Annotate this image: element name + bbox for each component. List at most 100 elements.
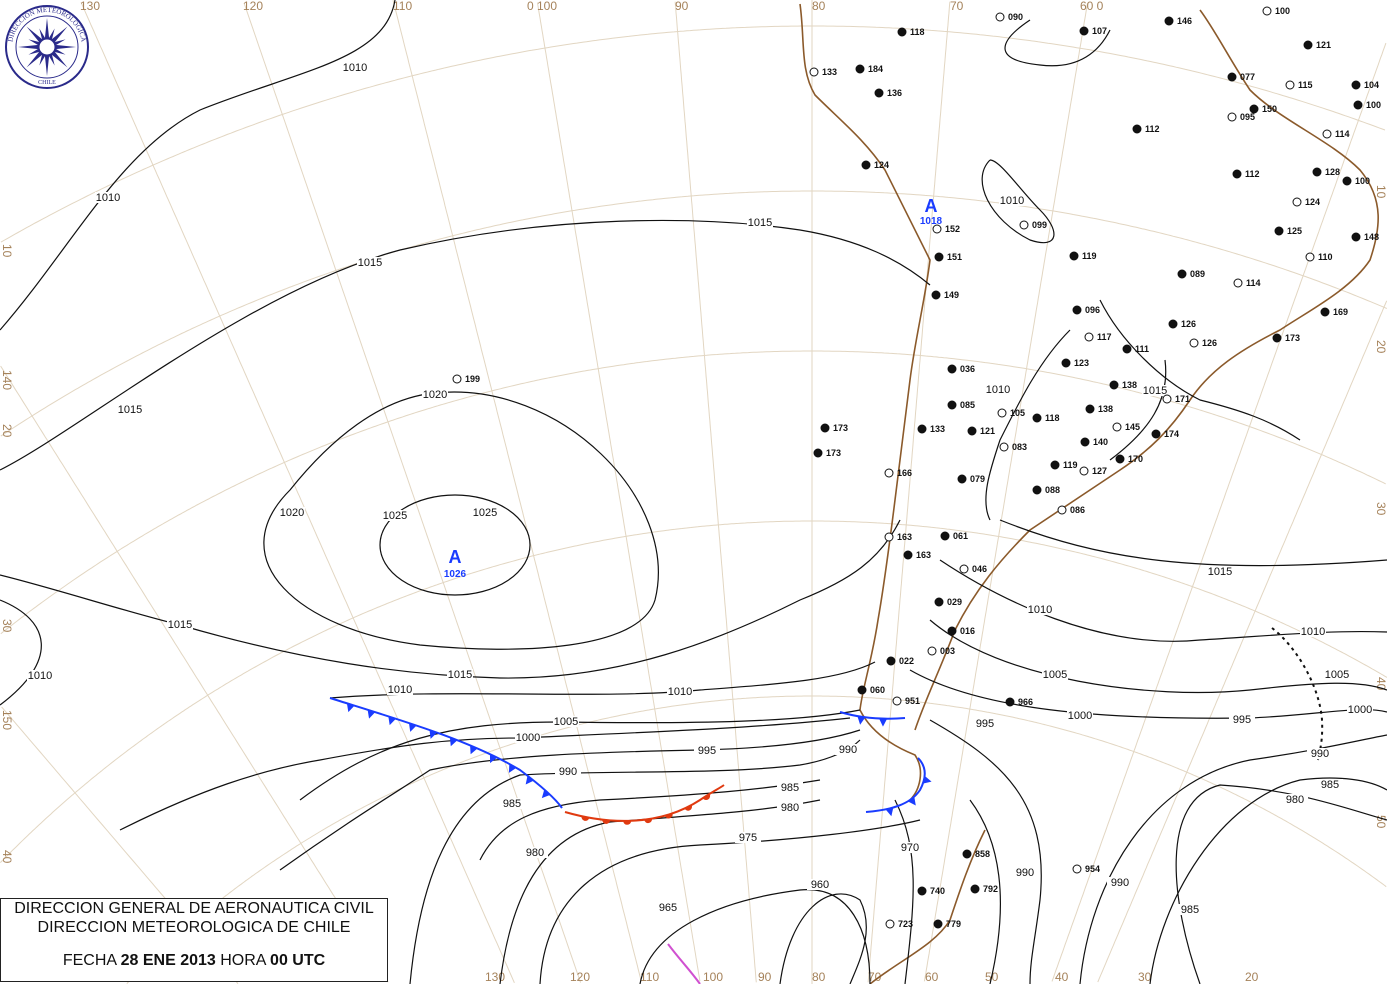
- isobar-label: 985: [1181, 904, 1199, 916]
- isobar-label-bg: [279, 507, 305, 518]
- station-plot: 119: [1069, 251, 1097, 261]
- station-plot: 173: [820, 423, 848, 433]
- station-plot: 090: [995, 12, 1023, 22]
- station-plot: 151: [934, 252, 962, 262]
- station-plot: 138: [1109, 380, 1137, 390]
- station-plot: 104: [1351, 80, 1379, 90]
- cold-front-triangle-icon: [388, 716, 396, 726]
- station-plot: 060: [857, 685, 885, 695]
- station-cloud-cover-icon: [917, 886, 927, 896]
- station-cloud-cover-icon: [947, 400, 957, 410]
- isobar-label: 1010: [388, 684, 412, 696]
- occluded-front: [667, 943, 701, 984]
- station-pressure: 858: [975, 849, 990, 859]
- station-pressure: 096: [1085, 305, 1100, 315]
- isobar-label: 1005: [1325, 669, 1349, 681]
- isobar: [1149, 777, 1387, 984]
- isobar-label: 1005: [1043, 669, 1067, 681]
- isobar-label-bg: [694, 745, 720, 756]
- cold-front-triangle-icon: [346, 703, 355, 713]
- station-pressure: 088: [1045, 485, 1060, 495]
- meridian-line: [243, 2, 582, 983]
- station-cloud-cover-icon: [1164, 16, 1174, 26]
- station-pressure: 016: [960, 626, 975, 636]
- isobar-label-bg: [447, 669, 473, 680]
- isobar: [1079, 734, 1387, 984]
- warm-front-semicircle-icon: [602, 819, 611, 824]
- high-center-value: 1026: [444, 569, 467, 580]
- station-plot: 792: [970, 884, 998, 894]
- grid-label-right: 30: [1374, 502, 1387, 516]
- station-plot: 184: [855, 64, 883, 74]
- grid-label-top: 120: [243, 0, 263, 13]
- station-pressure: 111: [1135, 344, 1149, 354]
- station-cloud-cover-icon: [861, 160, 871, 170]
- isobar-label-bg: [1282, 794, 1308, 805]
- isobar-label: 965: [659, 902, 677, 914]
- station-cloud-cover-icon: [1151, 429, 1161, 439]
- station-plot: 096: [1072, 305, 1100, 315]
- isobar: [1175, 784, 1387, 984]
- station-cloud-cover-icon: [1069, 251, 1079, 261]
- isobar: [0, 219, 931, 471]
- isobar-label-bg: [1229, 714, 1255, 725]
- isobar-label: 980: [1286, 794, 1304, 806]
- station-cloud-cover-icon: [1233, 278, 1243, 288]
- cold-front-triangle-icon: [857, 716, 866, 725]
- station-plot: 003: [927, 646, 955, 656]
- fronts: [329, 627, 1324, 984]
- grid-label-bottom: 20: [1245, 970, 1259, 984]
- high-center-value: 1018: [920, 216, 943, 227]
- isobar-label-bg: [777, 802, 803, 813]
- station-plot: 112: [1232, 169, 1260, 179]
- grid-label-left: 10: [0, 244, 14, 258]
- isobar-label-bg: [897, 842, 923, 853]
- station-plot: 174: [1151, 429, 1179, 439]
- warm-front-semicircle-icon: [702, 793, 711, 801]
- station-pressure: 126: [1181, 319, 1196, 329]
- station-pressure: 170: [1128, 454, 1143, 464]
- isobar-label: 1025: [383, 510, 407, 522]
- isobar: [499, 799, 821, 984]
- station-cloud-cover-icon: [903, 550, 913, 560]
- cold-front-triangle-icon: [525, 775, 534, 785]
- station-pressure: 100: [1366, 100, 1381, 110]
- station-pressure: 089: [1190, 269, 1205, 279]
- station-cloud-cover-icon: [1109, 380, 1119, 390]
- grid-label-bottom: 120: [570, 970, 590, 984]
- station-pressure: 118: [1045, 413, 1060, 423]
- isobar-label-bg: [999, 195, 1025, 206]
- station-plot: 036: [947, 364, 975, 374]
- isobar: [929, 619, 1387, 694]
- isobar-label: 1015: [448, 669, 472, 681]
- station-plot: 145: [1112, 422, 1140, 432]
- isobar: [981, 159, 1055, 244]
- cold-front-triangle-icon: [470, 745, 478, 755]
- station-plot: 077: [1227, 72, 1255, 82]
- station-cloud-cover-icon: [997, 408, 1007, 418]
- isobar-label: 995: [698, 745, 716, 757]
- cold-front-triangle-icon: [489, 754, 498, 764]
- grid-label-top: 80: [812, 0, 826, 13]
- isobar-label-bg: [667, 686, 693, 697]
- station-plot: 085: [947, 400, 975, 410]
- isobar-label: 995: [976, 718, 994, 730]
- station-plot: 124: [1292, 197, 1320, 207]
- isobar: [1099, 299, 1301, 441]
- isobar-label: 1010: [28, 670, 52, 682]
- station-cloud-cover-icon: [1005, 697, 1015, 707]
- isobar-label-bg: [747, 217, 773, 228]
- isobar-label-bg: [807, 879, 833, 890]
- station-cloud-cover-icon: [1342, 176, 1352, 186]
- station-plot: 099: [1019, 220, 1047, 230]
- station-pressure: 138: [1098, 404, 1113, 414]
- isobar-label-bg: [515, 732, 541, 743]
- station-pressure: 149: [944, 290, 959, 300]
- isobar: [0, 519, 901, 679]
- station-pressure: 110: [1318, 252, 1333, 262]
- station-plot: 199: [452, 374, 480, 384]
- station-pressure: 173: [826, 448, 841, 458]
- station-pressure: 119: [1063, 460, 1078, 470]
- station-pressure: 779: [946, 919, 961, 929]
- station-pressure: 740: [930, 886, 945, 896]
